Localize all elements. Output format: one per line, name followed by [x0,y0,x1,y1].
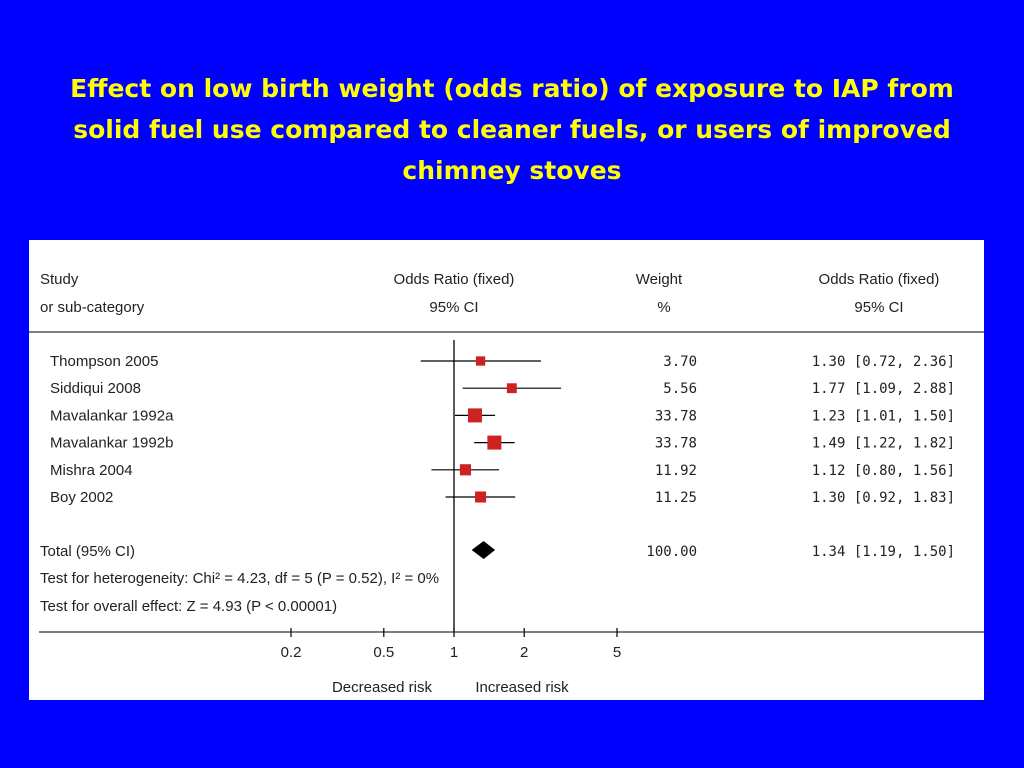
study-weight: 3.70 [663,354,697,370]
x-tick-label: 5 [613,644,621,661]
study-ci-text: 1.23 [1.01, 1.50] [812,408,955,424]
study-ci-text: 1.30 [0.72, 2.36] [812,354,955,370]
forest-plot-figure: Study or sub-category Odds Ratio (fixed)… [29,240,984,700]
x-tick-label: 0.5 [373,644,394,661]
total-weight: 100.00 [646,544,697,560]
study-weight: 5.56 [663,381,697,397]
label-increased-risk: Increased risk [475,679,569,696]
header-weight-pct: % [657,299,670,316]
title-line-3: chimney stoves [402,156,622,185]
study-ci-text: 1.12 [0.80, 1.56] [812,463,955,479]
study-weight: 33.78 [655,436,697,452]
study-name: Thompson 2005 [50,353,158,370]
study-name: Mavalankar 1992a [50,407,174,424]
plot-marks: Thompson 2005 3.70 1.30 [0.72, 2.36] Siddiq… [39,340,984,661]
study-name: Mishra 2004 [50,462,133,479]
total-ci-text: 1.34 [1.19, 1.50] [812,544,955,560]
header-study: Study [40,271,79,288]
header-weight: Weight [636,271,683,288]
study-or-box [487,435,502,450]
x-tick-label: 0.2 [281,644,302,661]
header-or-ci: 95% CI [429,299,478,316]
study-or-box [475,491,487,503]
title-line-2: solid fuel use compared to cleaner fuels… [73,115,951,144]
total-label: Total (95% CI) [40,543,135,560]
header-or-fixed: Odds Ratio (fixed) [394,271,515,288]
total-diamond [471,541,496,559]
forest-plot: Study or sub-category Odds Ratio (fixed)… [29,271,984,696]
x-tick-label: 1 [450,644,458,661]
heterogeneity-test: Test for heterogeneity: Chi² = 4.23, df … [40,570,439,587]
study-ci-text: 1.30 [0.92, 1.83] [812,490,955,506]
header-or-text: Odds Ratio (fixed) [819,271,940,288]
study-weight: 11.25 [655,490,697,506]
study-weight: 11.92 [655,463,697,479]
label-decreased-risk: Decreased risk [332,679,433,696]
header-or-text-ci: 95% CI [854,299,903,316]
study-or-box [475,356,486,366]
study-name: Boy 2002 [50,489,113,506]
study-or-box [467,408,482,423]
title-line-1: Effect on low birth weight (odds ratio) … [70,74,954,103]
slide-title: Effect on low birth weight (odds ratio) … [40,68,984,191]
overall-effect-test: Test for overall effect: Z = 4.93 (P < 0… [40,598,337,615]
study-name: Mavalankar 1992b [50,435,173,452]
study-name: Siddiqui 2008 [50,380,141,397]
study-ci-text: 1.49 [1.22, 1.82] [812,436,955,452]
study-ci-text: 1.77 [1.09, 2.88] [812,381,955,397]
header-subcategory: or sub-category [40,299,145,316]
study-or-box [459,464,472,476]
study-weight: 33.78 [655,408,697,424]
x-tick-label: 2 [520,644,528,661]
study-or-box [506,383,517,394]
